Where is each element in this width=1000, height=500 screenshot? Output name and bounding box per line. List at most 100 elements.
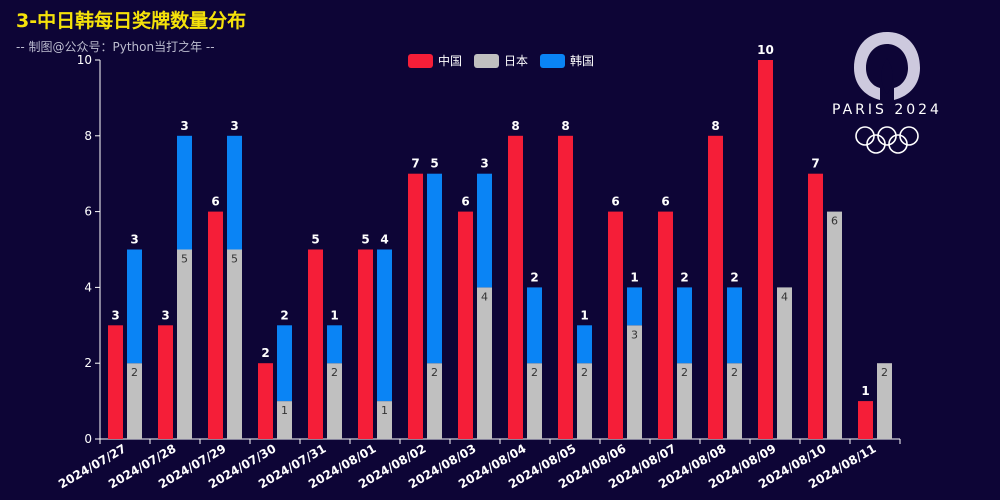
bar-korea [127, 249, 142, 364]
bar-china [608, 211, 623, 439]
data-label-japan: 2 [331, 366, 338, 379]
data-label-korea: 3 [130, 233, 138, 247]
y-tick-label: 0 [84, 432, 92, 446]
paris-2024-flame-icon [854, 32, 920, 154]
data-label-china: 2 [261, 346, 269, 360]
data-label-korea: 1 [580, 308, 588, 322]
data-label-china: 8 [561, 119, 569, 133]
bar-korea [627, 287, 642, 326]
data-label-korea: 2 [280, 308, 288, 322]
legend: 中国 日本 韩国 [408, 52, 594, 69]
data-label-japan: 1 [381, 404, 388, 417]
legend-item-china[interactable]: 中国 [408, 52, 462, 69]
legend-swatch-japan [474, 53, 500, 68]
data-label-japan: 5 [231, 253, 238, 266]
bar-korea [477, 173, 492, 288]
data-label-china: 7 [411, 157, 419, 171]
bar-korea [327, 325, 342, 364]
data-label-japan: 5 [181, 253, 188, 266]
y-axis: 0 2 4 6 8 10 [77, 53, 101, 446]
data-label-japan: 3 [631, 328, 638, 341]
bar-japan [577, 363, 592, 439]
bar-china [708, 135, 723, 440]
bar-china [458, 211, 473, 439]
data-label-china: 6 [661, 195, 669, 209]
bar-korea [427, 173, 442, 364]
bar-china [858, 401, 873, 439]
bar-china [108, 325, 123, 439]
bar-japan [127, 363, 142, 439]
data-label-korea: 3 [480, 157, 488, 171]
data-label-korea: 4 [380, 233, 388, 247]
legend-item-japan[interactable]: 日本 [474, 52, 528, 69]
data-label-china: 5 [311, 233, 319, 247]
bar-japan [227, 249, 242, 439]
bar-japan [427, 363, 442, 439]
y-tick-label: 8 [84, 129, 92, 143]
data-label-japan: 2 [681, 366, 688, 379]
legend-label-korea: 韩国 [570, 54, 595, 68]
legend-label-japan: 日本 [504, 54, 529, 68]
bar-china [558, 135, 573, 440]
data-label-china: 10 [757, 43, 774, 57]
bar-japan [477, 287, 492, 439]
bar-korea [727, 287, 742, 364]
data-label-korea: 5 [430, 157, 438, 171]
data-label-korea: 3 [180, 119, 188, 133]
bar-china [658, 211, 673, 439]
data-label-japan: 6 [831, 215, 838, 228]
bar-japan [327, 363, 342, 439]
bar-japan [877, 363, 892, 439]
data-label-china: 6 [211, 195, 219, 209]
data-label-china: 5 [361, 233, 369, 247]
data-label-korea: 1 [330, 308, 338, 322]
bar-japan [527, 363, 542, 439]
bar-korea [177, 135, 192, 250]
bar-japan [777, 287, 792, 439]
chart-title: 3-中日韩每日奖牌数量分布 [16, 10, 247, 32]
bar-korea [277, 325, 292, 402]
bar-japan [627, 325, 642, 439]
x-axis: 2024/07/272024/07/282024/07/292024/07/30… [56, 438, 901, 491]
data-label-china: 6 [461, 195, 469, 209]
bar-china [158, 325, 173, 439]
bar-china [808, 173, 823, 439]
data-label-china: 3 [111, 308, 119, 322]
chart-subtitle: -- 制图@公众号：Python当打之年 -- [16, 40, 215, 54]
bar-china [258, 363, 273, 439]
bar-japan [677, 363, 692, 439]
paris-2024-logo: PARIS 2024 [830, 28, 944, 154]
bar-china [208, 211, 223, 439]
legend-label-china: 中国 [438, 54, 463, 68]
data-label-china: 8 [711, 119, 719, 133]
bar-korea [377, 249, 392, 402]
data-label-korea: 3 [230, 119, 238, 133]
data-label-korea: 2 [530, 270, 538, 284]
data-label-japan: 2 [881, 366, 888, 379]
bar-japan [277, 401, 292, 439]
data-label-japan: 2 [731, 366, 738, 379]
y-tick-label: 2 [84, 356, 92, 370]
data-label-china: 3 [161, 308, 169, 322]
bar-japan [727, 363, 742, 439]
logo-wordmark: PARIS 2024 [832, 102, 942, 118]
data-label-japan: 2 [531, 366, 538, 379]
data-labels: 3233536532125215147256438228216316228221… [111, 43, 888, 417]
bar-korea [577, 325, 592, 364]
data-label-japan: 2 [581, 366, 588, 379]
bar-japan [177, 249, 192, 439]
bar-china [408, 173, 423, 439]
data-label-korea: 2 [730, 270, 738, 284]
bar-china [358, 249, 373, 439]
bar-korea [677, 287, 692, 364]
data-label-japan: 2 [431, 366, 438, 379]
legend-item-korea[interactable]: 韩国 [540, 52, 594, 69]
bar-china [758, 60, 773, 439]
data-label-china: 1 [861, 384, 869, 398]
data-label-japan: 2 [131, 366, 138, 379]
data-label-china: 7 [811, 157, 819, 171]
data-label-korea: 2 [680, 270, 688, 284]
bar-korea [527, 287, 542, 364]
legend-swatch-korea [540, 53, 566, 68]
